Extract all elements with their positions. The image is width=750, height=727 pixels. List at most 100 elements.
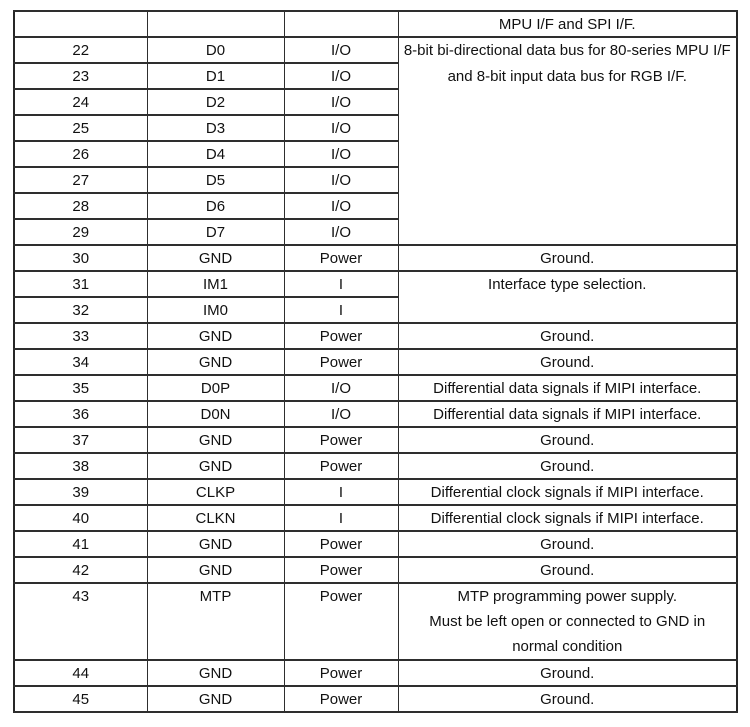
pin-description-cell: Ground.: [397, 556, 738, 584]
pin-io-cell: I/O: [283, 88, 399, 116]
pin-io: Power: [319, 588, 363, 605]
pin-description-cell: Differential clock signals if MIPI inter…: [397, 478, 738, 506]
pin-number-cell: 40: [13, 504, 148, 532]
pin-description-cell: Ground.: [397, 426, 738, 454]
table-row: 30 GND Power Ground.: [13, 244, 738, 272]
pin-number-cell: 25: [13, 114, 148, 142]
pin-io-cell: Power: [283, 348, 399, 376]
pin-name-cell: GND: [146, 348, 285, 376]
table-row: 42 GND Power Ground.: [13, 556, 738, 584]
pin-number-cell: 28: [13, 192, 148, 220]
table-row-continuation: MPU I/F and SPI I/F.: [13, 10, 738, 38]
pin-name-cell: GND: [146, 322, 285, 350]
pin-name-cell: CLKP: [146, 478, 285, 506]
pin-description-cell: MPU I/F and SPI I/F.: [397, 10, 738, 38]
pin-number: 43: [72, 588, 90, 605]
pin-name-cell: IM1: [146, 270, 285, 298]
pin-io-cell: I: [283, 296, 399, 324]
pin-number-cell: 24: [13, 88, 148, 116]
description-line: Interface type selection.: [488, 276, 647, 293]
pin-description-cell: MTP programming power supply. Must be le…: [397, 582, 738, 661]
pin-number-cell: 32: [13, 296, 148, 324]
pin-io-cell: I/O: [283, 374, 399, 402]
pin-io-cell: I/O: [283, 62, 399, 90]
pin-name-cell: GND: [146, 530, 285, 558]
pin-description-cell: Ground.: [397, 348, 738, 376]
description-line: Must be left open or connected to GND in: [429, 613, 706, 630]
pin-io-cell: Power: [283, 685, 399, 713]
pin-number-cell: 30: [13, 244, 148, 272]
pin-number-cell: 34: [13, 348, 148, 376]
pin-number-cell: 36: [13, 400, 148, 428]
description-line: 8-bit bi-directional data bus for 80-ser…: [403, 42, 731, 59]
pin-number-cell: 45: [13, 685, 148, 713]
pin-name-cell: GND: [146, 556, 285, 584]
table-row: 40 CLKN I Differential clock signals if …: [13, 504, 738, 532]
table-row: 27 D5 I/O: [13, 166, 737, 194]
pin-number-cell: 23: [13, 62, 148, 90]
pin-name-cell: IM0: [146, 296, 285, 324]
pin-io-cell: Power: [283, 452, 399, 480]
table-row: 45 GND Power Ground.: [13, 685, 738, 713]
pin-number-cell: 37: [13, 426, 148, 454]
pin-io-cell: Power: [283, 530, 399, 558]
pin-number-cell: 44: [13, 659, 148, 687]
pin-name-cell: GND: [146, 452, 285, 480]
pin-io-cell: Power: [283, 556, 399, 584]
table-row: 31 IM1 I Interface type selection.: [13, 270, 738, 324]
table-row: 22 D0 I/O 8-bit bi-directional data bus …: [13, 36, 738, 246]
description-line: normal condition: [512, 638, 623, 655]
table-row: 37 GND Power Ground.: [13, 426, 738, 454]
pin-description-table: MPU I/F and SPI I/F. 22 D0 I/O 8-bit bi-…: [13, 10, 738, 713]
description-line: MTP programming power supply.: [457, 588, 678, 605]
table-row: 28 D6 I/O: [13, 192, 737, 220]
pin-number-cell: 41: [13, 530, 148, 558]
pin-description-cell: Differential data signals if MIPI interf…: [397, 374, 738, 402]
pin-description-cell: Differential clock signals if MIPI inter…: [397, 504, 738, 532]
pin-io-cell: Power: [283, 426, 399, 454]
pin-io-cell: I/O: [283, 140, 399, 168]
pin-name-cell: GND: [146, 659, 285, 687]
table-row: 24 D2 I/O: [13, 88, 737, 116]
pin-io-cell: I/O: [283, 192, 399, 220]
pin-name-cell: D3: [146, 114, 285, 142]
pin-number-cell: 29: [13, 218, 148, 246]
table-row: 43 MTP Power MTP programming power suppl…: [13, 582, 738, 661]
pin-io-cell: I/O: [283, 114, 399, 142]
pin-description-cell: 8-bit bi-directional data bus for 80-ser…: [397, 36, 738, 246]
pin-name: MTP: [199, 588, 232, 605]
table-row: 26 D4 I/O: [13, 140, 737, 168]
table-row: 38 GND Power Ground.: [13, 452, 738, 480]
pin-io-cell: I: [283, 478, 399, 506]
pin-name-cell: CLKN: [146, 504, 285, 532]
pin-name-cell: D5: [146, 166, 285, 194]
table-row: 29 D7 I/O: [13, 218, 737, 246]
table-row: 39 CLKP I Differential clock signals if …: [13, 478, 738, 506]
pin-name-cell: D7: [146, 218, 285, 246]
pin-name-cell: D4: [146, 140, 285, 168]
pin-description-cell: Ground.: [397, 322, 738, 350]
pin-name-cell: [146, 10, 285, 38]
pin-description-cell: Interface type selection.: [397, 270, 738, 324]
pin-number-cell: 42: [13, 556, 148, 584]
pin-io-cell: I/O: [283, 166, 399, 194]
pin-name-cell: GND: [146, 244, 285, 272]
pin-io-cell: I/O: [283, 400, 399, 428]
pin-io-cell: Power: [283, 244, 399, 272]
pin-description-cell: Differential data signals if MIPI interf…: [397, 400, 738, 428]
pin-name-cell: D1: [146, 62, 285, 90]
pin-number-cell: 33: [13, 322, 148, 350]
table-row: 33 GND Power Ground.: [13, 322, 738, 350]
table-row: 23 D1 I/O: [13, 62, 737, 90]
pin-io-cell: I/O: [283, 36, 399, 64]
pin-number-cell: 38: [13, 452, 148, 480]
pin-io-cell: Power: [283, 659, 399, 687]
pin-io-cell: Power: [283, 322, 399, 350]
pin-io-cell: I: [283, 270, 399, 298]
pin-io-cell: I/O: [283, 218, 399, 246]
pin-description-cell: Ground.: [397, 530, 738, 558]
table-row: 35 D0P I/O Differential data signals if …: [13, 374, 738, 402]
pin-io-cell: Power: [283, 582, 399, 661]
pin-number-cell: 31: [13, 270, 148, 298]
